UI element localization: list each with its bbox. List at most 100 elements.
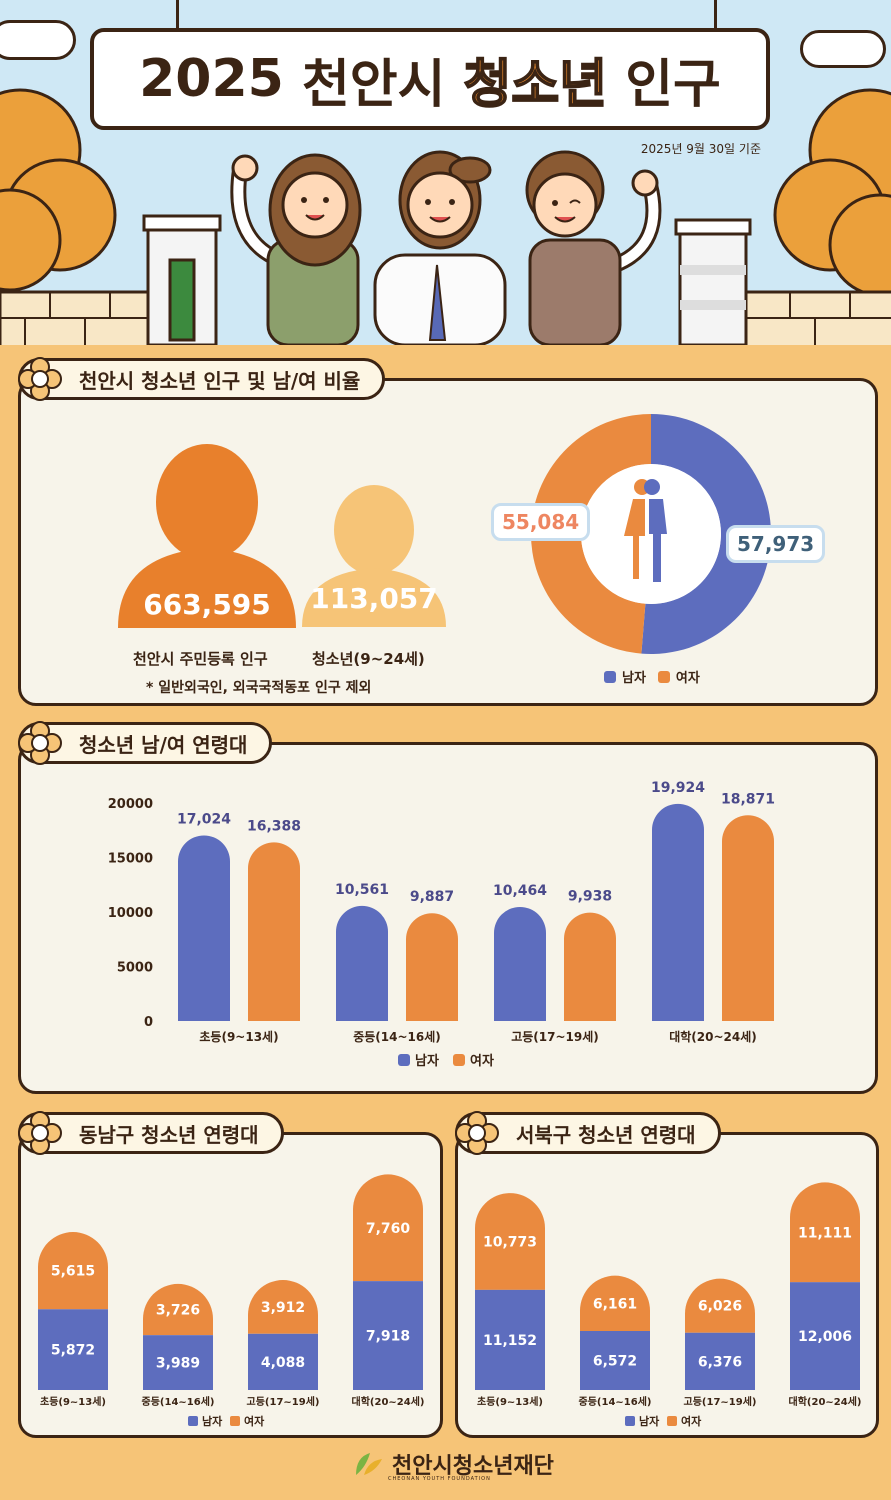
- tree-left-illustration: [0, 88, 117, 292]
- dongnam-section-title: 동남구 청소년 연령대: [18, 1112, 284, 1154]
- gate-pillar-left: [142, 214, 222, 345]
- legend-male-label: 남자: [622, 671, 646, 686]
- x-category-label: 대학(20~24세): [789, 1395, 862, 1408]
- student-girl-left: [230, 153, 362, 345]
- stack-female: [790, 1182, 860, 1283]
- stack-male: [580, 1330, 650, 1390]
- legend-male-swatch: [188, 1416, 198, 1426]
- flower-icon: [18, 721, 62, 765]
- donut-legend: 남자 여자: [604, 667, 700, 686]
- bar-male: [178, 835, 230, 1021]
- cloud-right: [800, 30, 886, 68]
- total-population-figure: 663,595: [118, 444, 296, 628]
- x-category-label: 고등(17~19세): [247, 1395, 320, 1408]
- stack-female: [353, 1174, 423, 1282]
- legend-female-label: 여자: [675, 671, 700, 686]
- total-population-label: 천안시 주민등록 인구: [133, 650, 268, 668]
- reference-date: 2025년 9월 30일 기준: [640, 142, 761, 156]
- male-count-bubble: 57,973: [726, 525, 826, 563]
- bar-male: [494, 906, 546, 1021]
- stack-male: [38, 1309, 108, 1390]
- title-year: 2025: [139, 49, 284, 109]
- stack-male-value: 6,572: [593, 1353, 637, 1369]
- tree-right-illustration: [773, 88, 891, 297]
- donut-slice-male: [641, 414, 771, 654]
- stack-female-value: 6,026: [698, 1299, 742, 1315]
- x-category-label: 초등(9~13세): [199, 1029, 278, 1044]
- bar-female: [406, 913, 458, 1021]
- bar-value-label: 17,024: [177, 811, 231, 827]
- legend-male-swatch: [398, 1054, 410, 1066]
- stack-male-value: 4,088: [261, 1355, 305, 1371]
- stack-female: [475, 1193, 545, 1290]
- donut-slice-female: [530, 414, 651, 654]
- total-population-value: 663,595: [143, 588, 271, 621]
- legend-female-label: 여자: [681, 1414, 702, 1428]
- leaf-logo-icon: [356, 1453, 382, 1475]
- stack-female-value: 3,912: [261, 1300, 305, 1316]
- stack-male-value: 3,989: [156, 1356, 200, 1372]
- stack-male-value: 12,006: [798, 1329, 852, 1345]
- legend-female-swatch: [657, 670, 670, 683]
- stack-male: [353, 1281, 423, 1390]
- scene-illustration: [0, 88, 891, 345]
- gate-pillar-right: [674, 218, 752, 345]
- seobuk-stacked-chart: 10,773 11,152 초등(9~13세) 6,161 6,572 중등(14~16세…: [475, 1182, 862, 1428]
- stack-female-value: 6,161: [593, 1296, 637, 1312]
- brick-wall-illustration: [0, 290, 891, 345]
- page-title: 2025 천안시 청소년 인구: [90, 28, 770, 130]
- title-highlight: 청소년: [463, 54, 609, 116]
- legend-female-swatch: [453, 1054, 465, 1066]
- legend-male-label: 남자: [202, 1414, 223, 1428]
- x-category-label: 고등(17~19세): [511, 1029, 599, 1044]
- stack-male-value: 11,152: [483, 1333, 537, 1349]
- stack-male: [685, 1332, 755, 1390]
- youth-population-value: 113,057: [310, 582, 438, 615]
- legend-female-label: 여자: [244, 1414, 265, 1428]
- x-category-label: 고등(17~19세): [684, 1395, 757, 1408]
- stack-female: [143, 1283, 213, 1336]
- y-tick-label: 0: [144, 1015, 153, 1030]
- x-category-label: 초등(9~13세): [40, 1395, 106, 1408]
- sign-rope-left: [176, 0, 179, 30]
- x-category-label: 중등(14~16세): [142, 1395, 215, 1408]
- bar-male: [652, 803, 704, 1021]
- seobuk-section-title: 서북구 청소년 연령대: [455, 1112, 721, 1154]
- bar-female: [564, 912, 616, 1021]
- student-girl-center: [373, 150, 507, 345]
- stack-male: [475, 1289, 545, 1390]
- female-count-bubble: 55,084: [491, 503, 591, 541]
- gender-donut-chart: [530, 414, 771, 654]
- x-category-label: 대학(20~24세): [669, 1029, 757, 1044]
- stack-male-value: 5,872: [51, 1343, 95, 1359]
- age-bar-chart: 0 5000 10000 15000 20000 17,024 16,388 초등(9~13세…: [108, 780, 775, 1069]
- header-scene: 2025 천안시 청소년 인구 2025년 9월 30일 기준: [0, 0, 891, 345]
- population-footnote: * 일반외국인, 외국국적동포 인구 제외: [146, 680, 372, 696]
- dongnam-stacked-chart: 5,615 5,872 초등(9~13세) 3,726 3,989 중등(14~16세) 3…: [38, 1174, 424, 1428]
- youth-population-figure: 113,057: [302, 485, 446, 627]
- youth-population-label: 청소년(9~24세): [312, 650, 425, 668]
- legend-male-swatch: [625, 1416, 635, 1426]
- bar-value-label: 10,464: [493, 883, 547, 899]
- sign-rope-right: [714, 0, 717, 30]
- gender-icon: [624, 479, 667, 582]
- stack-female-value: 11,111: [798, 1225, 852, 1241]
- flower-icon: [455, 1111, 499, 1155]
- stack-female: [580, 1275, 650, 1331]
- legend-female-swatch: [667, 1416, 677, 1426]
- title-city: 천안시: [301, 54, 446, 115]
- title-tail: 인구: [625, 54, 721, 115]
- stack-male-value: 6,376: [698, 1354, 742, 1370]
- bar-female: [248, 842, 300, 1021]
- stack-female: [38, 1232, 108, 1310]
- y-tick-label: 5000: [117, 961, 153, 976]
- y-tick-label: 10000: [108, 906, 153, 921]
- bar-value-label: 18,871: [721, 791, 775, 807]
- bar-value-label: 16,388: [247, 818, 301, 834]
- logo-text: 천안시청소년재단: [392, 1454, 554, 1479]
- bar-female: [722, 815, 774, 1021]
- stack-female-value: 3,726: [156, 1303, 200, 1319]
- legend-male-label: 남자: [415, 1053, 439, 1069]
- y-tick-label: 20000: [108, 797, 153, 812]
